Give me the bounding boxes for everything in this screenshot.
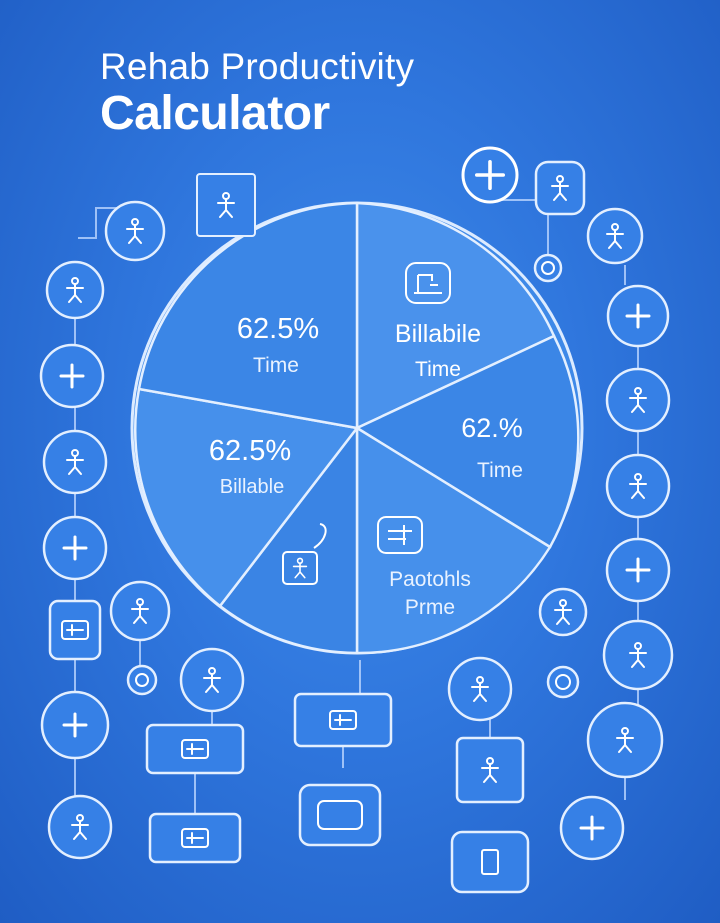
slice-label: Billabile Time	[395, 320, 481, 381]
person-icon	[605, 367, 671, 433]
device-icon	[405, 262, 451, 304]
device-icon	[450, 830, 530, 894]
right-icon-column	[533, 160, 674, 861]
pie-slice	[355, 425, 552, 655]
plus-icon	[606, 284, 670, 348]
person-icon	[534, 160, 586, 216]
bottom-device-group	[145, 656, 530, 894]
person-icon	[47, 794, 113, 860]
plus-icon	[559, 795, 625, 861]
plus-icon	[461, 146, 519, 204]
person-icon	[586, 701, 664, 779]
device-icon	[377, 516, 423, 554]
device-icon	[293, 692, 393, 748]
person-icon	[538, 587, 588, 637]
pie-slice	[355, 201, 556, 430]
plus-icon	[42, 515, 108, 581]
slice-value-label: 62.%	[461, 413, 523, 443]
person-icon	[179, 647, 245, 713]
plus-icon	[40, 690, 110, 760]
page-title-line2: Calculator	[100, 87, 330, 140]
device-icon	[145, 723, 245, 775]
left-icon-column	[39, 200, 245, 860]
pie-slice	[134, 387, 360, 608]
ring-icon	[546, 665, 580, 699]
page-title-line1: Rehab Productivity	[100, 46, 415, 87]
pie-slice	[218, 424, 359, 655]
ring-icon	[126, 664, 158, 696]
person-icon	[109, 580, 171, 642]
plus-icon	[605, 537, 671, 603]
device-icon	[48, 599, 102, 661]
slice-label: Time	[253, 354, 299, 377]
person-icon	[586, 207, 644, 265]
slice-label: Billable	[220, 476, 284, 498]
slice-label: Paotohls Prme	[389, 568, 471, 619]
slice-value-label: 62.5%	[237, 313, 319, 345]
slice-label: Time	[477, 459, 523, 482]
equipment-icon	[282, 523, 327, 585]
device-icon	[148, 812, 242, 864]
plus-icon	[104, 200, 166, 262]
ring-icon	[533, 253, 563, 283]
pie-slice	[137, 201, 359, 430]
pie-chart: 62.5% Time Billabile Time 62.% Time Paoto…	[130, 201, 584, 655]
slice-value-label: 62.5%	[209, 435, 291, 467]
plus-icon	[39, 343, 105, 409]
device-icon	[298, 783, 382, 847]
person-icon	[447, 656, 513, 722]
person-icon	[45, 260, 105, 320]
person-icon	[602, 619, 674, 691]
pie-slice	[354, 334, 580, 549]
device-icon	[455, 736, 525, 804]
equipment-icon	[196, 173, 256, 237]
person-icon	[42, 429, 108, 495]
plus-icon	[605, 453, 671, 519]
